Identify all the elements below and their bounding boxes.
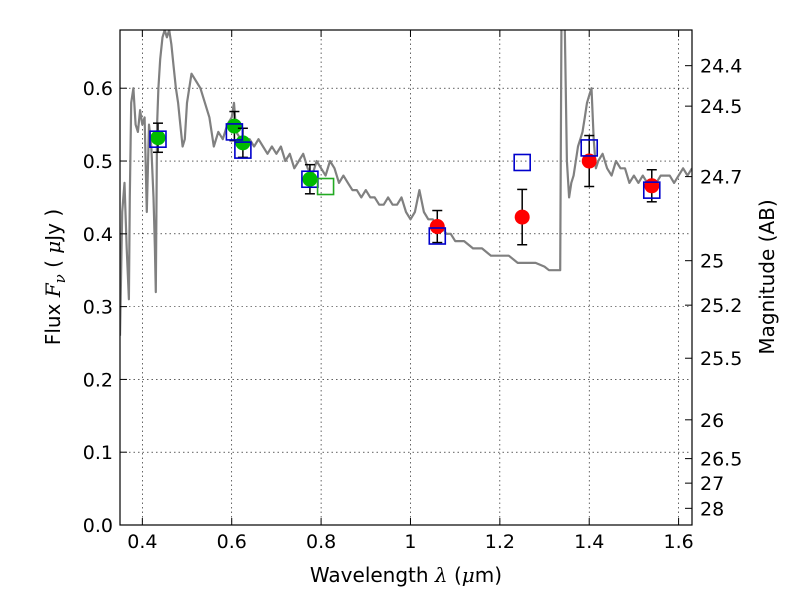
y2-tick-label: 27: [700, 473, 724, 495]
x-tick-label: 1.6: [663, 531, 693, 553]
plot-area: [120, 30, 692, 336]
y2-tick-label: 25.2: [700, 295, 742, 317]
y2-tick-label: 25: [700, 251, 724, 273]
model-band-square: [234, 141, 252, 159]
x-tick-label: 1: [404, 531, 416, 553]
y2-tick-label: 24.5: [700, 96, 742, 118]
model-band-square: [642, 181, 661, 199]
y-tick-label: 0.5: [83, 151, 113, 173]
y2-tick-label: 28: [700, 498, 724, 520]
data-point-infrared: [514, 209, 530, 225]
model-spectrum-line: [120, 30, 692, 336]
grid: [120, 30, 692, 526]
model-band-square: [316, 177, 335, 196]
y2-tick-label: 24.7: [700, 167, 742, 189]
plot-frame: [119, 29, 693, 526]
axes: 0.4 0.6 0.8 1 1.2 1.4 1.6 0.0 0.1 0.2 0.3 0.4 0.5 0.6…: [83, 30, 742, 553]
x-tick-label: 0.6: [217, 531, 247, 553]
y-tick-label: 0.1: [83, 442, 113, 464]
data-point-optical: [302, 171, 318, 187]
y2-tick-label: 24.4: [700, 56, 742, 78]
y-tick-label: 0.3: [83, 297, 113, 319]
model-band-square: [225, 123, 244, 141]
model-band-square: [513, 153, 531, 172]
data-point-optical: [226, 118, 242, 134]
y2-tick-label: 26: [700, 410, 724, 432]
y-tick-label: 0.6: [83, 78, 113, 100]
model-band-square: [580, 139, 599, 157]
data-point-optical: [150, 130, 166, 146]
y2-tick-label: 25.5: [700, 348, 742, 370]
model-band-square: [428, 227, 447, 245]
x-tick-label: 1.4: [574, 531, 604, 553]
x-tick-label: 0.8: [306, 531, 336, 553]
model-band-square: [149, 130, 167, 148]
x-tick-label: 1.2: [485, 531, 515, 553]
x-axis-label: Wavelength λ (μm): [310, 563, 502, 587]
y-tick-label: 0.2: [83, 369, 113, 391]
y-tick-label: 0.4: [83, 224, 113, 246]
y2-tick-label: 26.5: [700, 449, 742, 471]
x-tick-label: 0.4: [127, 531, 157, 553]
y2-axis-label: Magnitude (AB): [755, 199, 779, 354]
data-point-infrared: [429, 219, 445, 235]
y-tick-label: 0.0: [83, 515, 113, 537]
data-point-infrared: [581, 153, 597, 169]
data-point-infrared: [644, 178, 660, 194]
y-axis-label: Flux Fν ( μJy ): [41, 209, 69, 345]
